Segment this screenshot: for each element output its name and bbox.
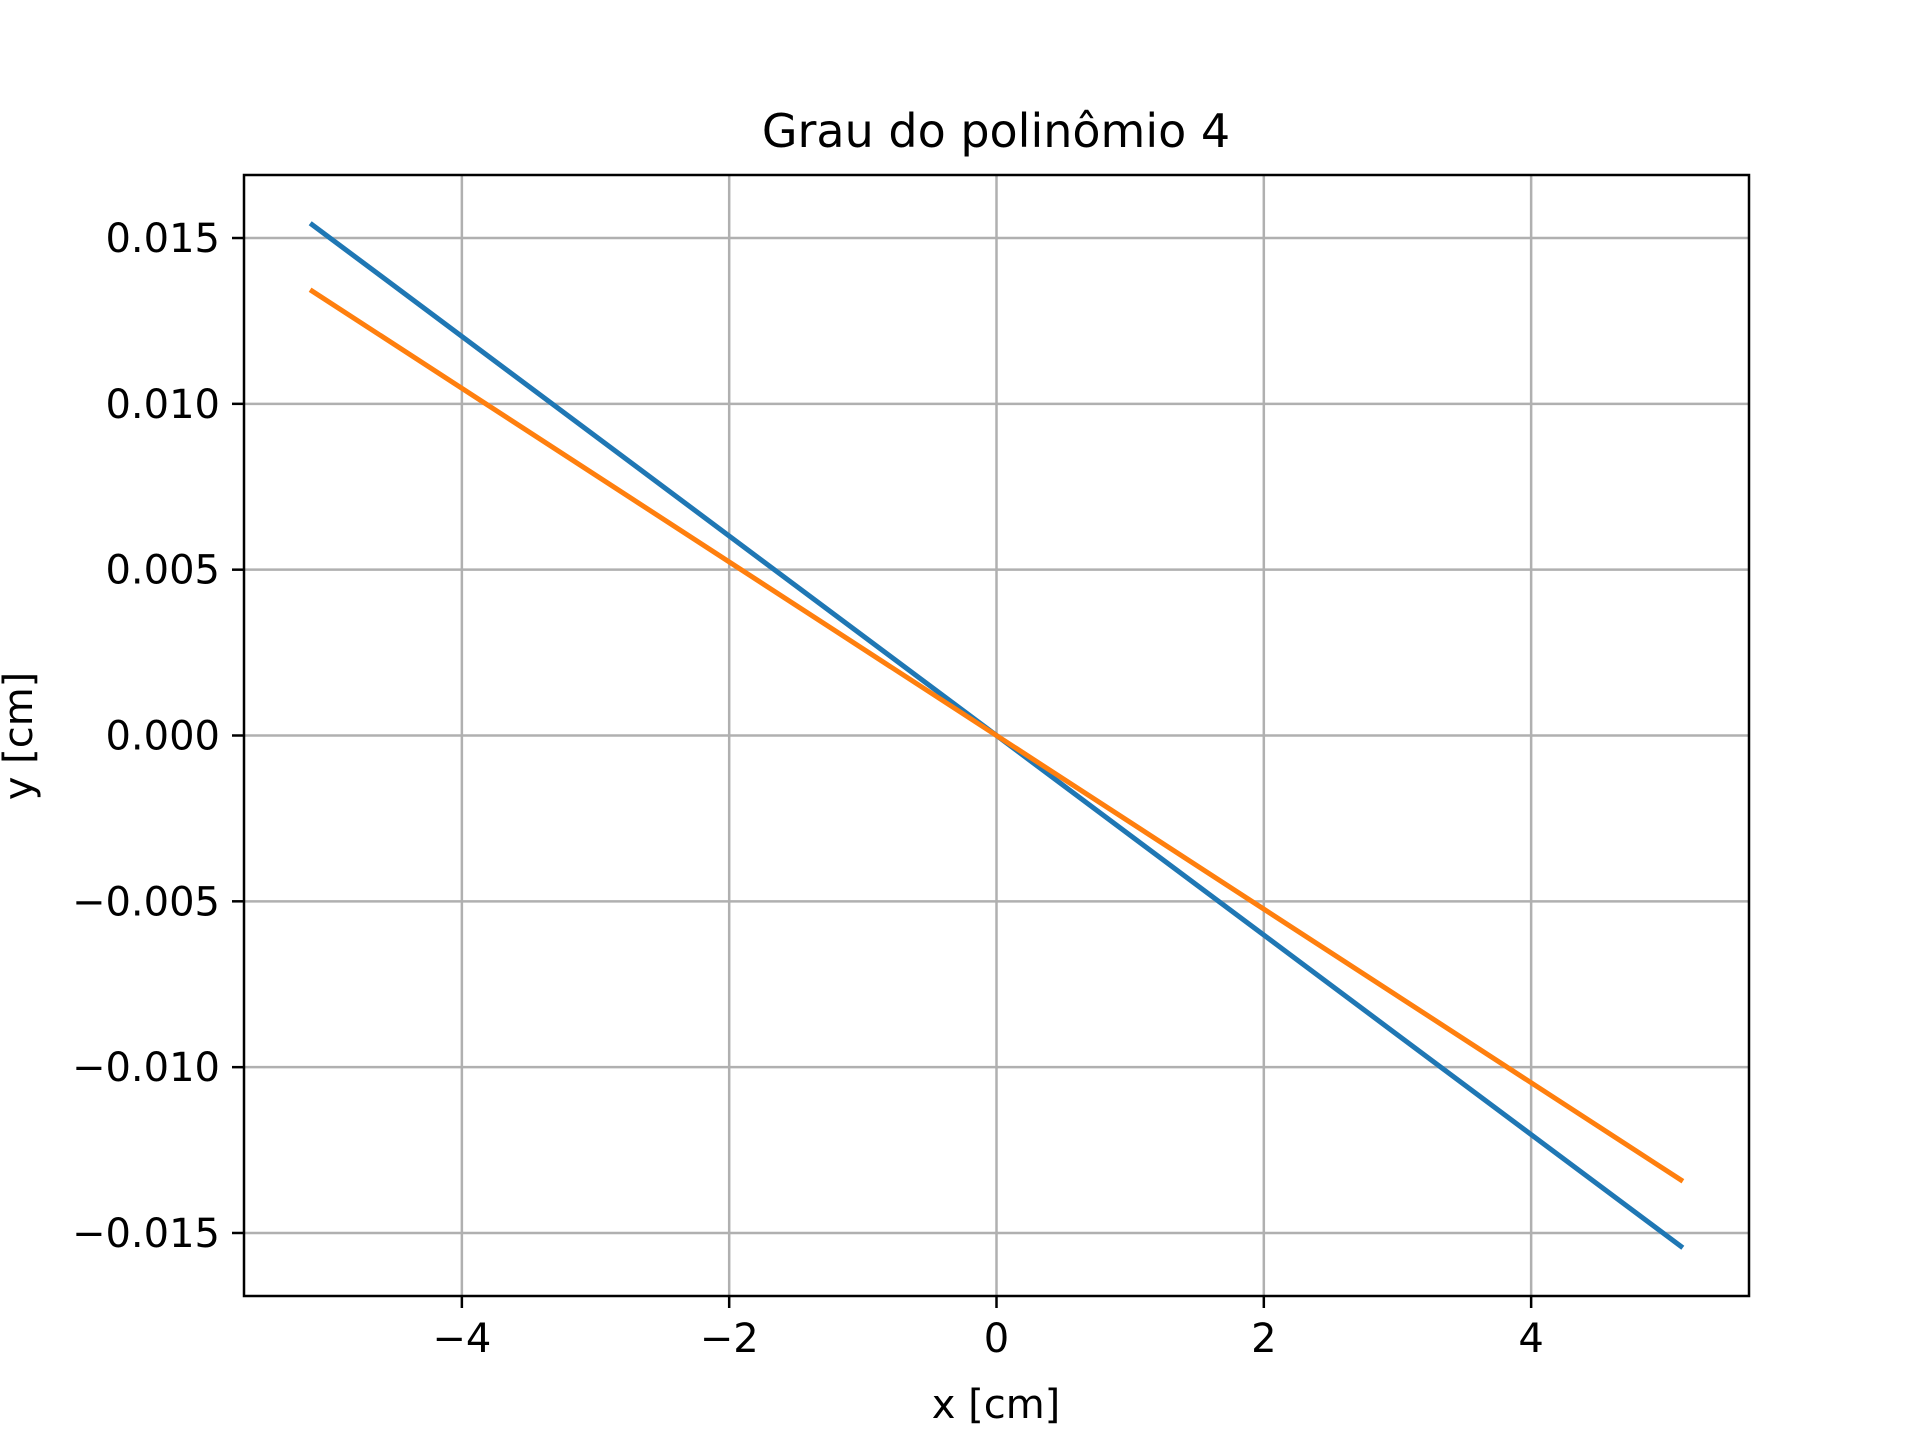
x-tick-label: −4 — [432, 1316, 491, 1362]
y-tick-label: −0.010 — [72, 1045, 220, 1091]
y-axis-label: y [cm] — [0, 672, 42, 801]
series-group — [308, 221, 1685, 1250]
y-tick-label: 0.010 — [105, 382, 220, 428]
x-tick-label: 2 — [1251, 1316, 1276, 1362]
series-line-2 — [308, 287, 1685, 1184]
y-tick-label: −0.015 — [72, 1211, 220, 1257]
x-tick-label: 4 — [1518, 1316, 1543, 1362]
x-axis-label: x [cm] — [932, 1382, 1061, 1428]
y-tick-label: −0.005 — [72, 879, 220, 925]
y-tick-label: 0.005 — [105, 548, 220, 594]
y-tick-label: 0.015 — [105, 216, 220, 262]
ticks: −4 −2 0 2 4 0.015 0.010 0.005 0.000 −0.005 −0.010 −… — [72, 216, 1544, 1362]
x-tick-label: 0 — [984, 1316, 1009, 1362]
y-tick-label: 0.000 — [105, 714, 220, 760]
chart-title: Grau do polinômio 4 — [762, 104, 1230, 158]
x-tick-label: −2 — [700, 1316, 759, 1362]
